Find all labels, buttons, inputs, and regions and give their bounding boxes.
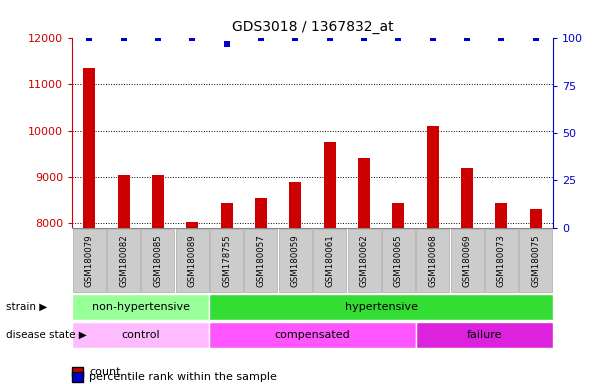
Text: non-hypertensive: non-hypertensive [92, 302, 190, 312]
Text: count: count [89, 366, 120, 377]
Text: GSM180073: GSM180073 [497, 234, 506, 287]
Text: GSM180085: GSM180085 [153, 234, 162, 287]
Text: failure: failure [466, 330, 502, 340]
Point [462, 35, 472, 41]
Text: GSM180068: GSM180068 [428, 234, 437, 287]
Text: compensated: compensated [275, 330, 350, 340]
Text: hypertensive: hypertensive [345, 302, 418, 312]
Bar [186, 222, 198, 228]
Point [393, 35, 403, 41]
Point [153, 35, 163, 41]
Text: GSM180089: GSM180089 [188, 234, 197, 287]
Point [359, 35, 369, 41]
Bar [221, 202, 233, 228]
Text: GSM180065: GSM180065 [394, 234, 403, 287]
Point [222, 41, 232, 47]
Bar [117, 175, 130, 228]
Bar [289, 182, 302, 228]
Text: percentile rank within the sample: percentile rank within the sample [89, 372, 277, 382]
Bar [358, 159, 370, 228]
Point [187, 35, 197, 41]
Point [428, 35, 438, 41]
Point [85, 35, 94, 41]
Text: GSM180069: GSM180069 [463, 234, 472, 287]
Point [119, 35, 128, 41]
Text: GSM180079: GSM180079 [85, 234, 94, 287]
Text: GSM180075: GSM180075 [531, 234, 541, 287]
Bar [255, 198, 267, 228]
Text: GSM180059: GSM180059 [291, 234, 300, 287]
Point [531, 35, 541, 41]
Bar [152, 175, 164, 228]
Bar [530, 209, 542, 228]
Text: control: control [122, 330, 160, 340]
Point [256, 35, 266, 41]
Bar [461, 168, 473, 228]
Text: GSM180057: GSM180057 [257, 234, 266, 287]
Title: GDS3018 / 1367832_at: GDS3018 / 1367832_at [232, 20, 393, 34]
Point [325, 35, 334, 41]
Bar [496, 202, 508, 228]
Text: GSM180082: GSM180082 [119, 234, 128, 287]
Point [291, 35, 300, 41]
Bar [392, 202, 404, 228]
Text: GSM178755: GSM178755 [222, 234, 231, 287]
Text: strain ▶: strain ▶ [6, 302, 47, 312]
Text: disease state ▶: disease state ▶ [6, 330, 87, 340]
Text: GSM180061: GSM180061 [325, 234, 334, 287]
Point [497, 35, 506, 41]
Bar [427, 126, 439, 228]
Bar [323, 142, 336, 228]
Text: GSM180062: GSM180062 [359, 234, 368, 287]
Bar [83, 68, 95, 228]
